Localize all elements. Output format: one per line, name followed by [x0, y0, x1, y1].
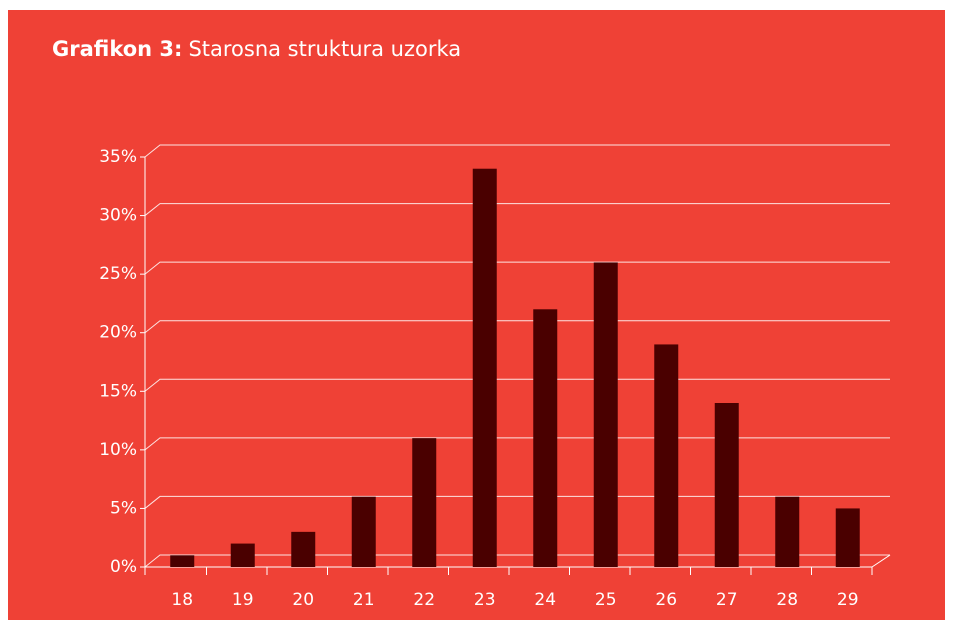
grid-line	[144, 144, 890, 158]
grid-line	[144, 203, 890, 216]
x-tick-label: 29	[837, 590, 859, 610]
grid-line	[144, 378, 890, 392]
grid-line	[144, 320, 890, 334]
bar	[775, 496, 800, 567]
bar	[835, 508, 860, 567]
x-tick-label: 27	[716, 590, 738, 610]
x-tick-label: 23	[474, 590, 496, 610]
chart-title: Starosna struktura uzorka	[188, 37, 461, 61]
y-tick-label: 25%	[99, 264, 137, 284]
bar	[230, 543, 255, 567]
bar	[170, 555, 195, 567]
x-tick-label: 21	[353, 590, 375, 610]
bar	[412, 438, 437, 567]
grid-line	[144, 261, 890, 275]
y-tick-label: 0%	[110, 557, 137, 577]
grid-line	[144, 495, 890, 509]
x-tick-label: 28	[776, 590, 798, 610]
bar	[291, 531, 316, 567]
x-tick-label: 18	[171, 590, 193, 610]
y-tick-label: 20%	[99, 323, 137, 343]
chart-title-label: Grafikon 3:	[52, 37, 182, 61]
grid-line	[144, 437, 890, 451]
grid-line	[144, 554, 890, 568]
bar	[533, 309, 558, 567]
y-tick-label: 15%	[99, 381, 137, 401]
x-tick-label: 26	[655, 590, 677, 610]
y-tick-label: 10%	[99, 440, 137, 460]
x-tick-label: 25	[595, 590, 617, 610]
bar	[351, 496, 376, 567]
x-tick-label: 19	[232, 590, 254, 610]
x-tick-label: 20	[292, 590, 314, 610]
bar	[472, 168, 497, 567]
bar	[593, 262, 618, 567]
y-tick-label: 5%	[110, 498, 137, 518]
bar	[714, 403, 739, 567]
y-tick-label: 30%	[99, 206, 137, 226]
x-tick-label: 22	[413, 590, 435, 610]
y-tick-label: 35%	[99, 147, 137, 167]
x-tick-label: 24	[534, 590, 556, 610]
bar	[654, 344, 679, 567]
floor-edge	[871, 554, 891, 568]
